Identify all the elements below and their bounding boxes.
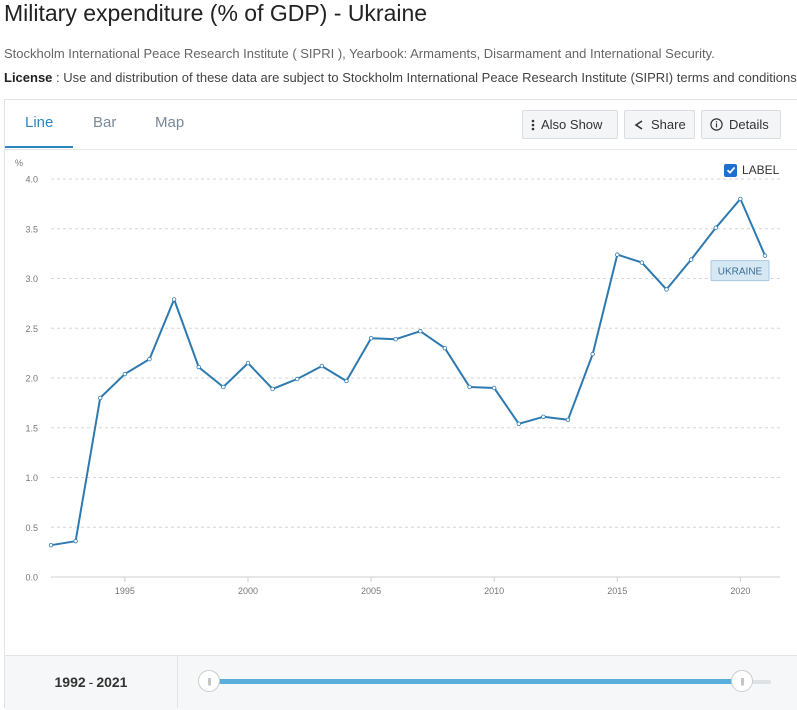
series-line [50, 197, 766, 547]
license-label: License [4, 70, 53, 85]
y-tick-label: 0.5 [25, 523, 38, 533]
active-tab-indicator [5, 146, 73, 148]
details-button[interactable]: Details [701, 110, 781, 139]
details-label: Details [729, 117, 769, 132]
y-tick-label: 3.0 [25, 274, 38, 284]
chart-card: Line Bar Map Also Show Share Details LAB… [4, 99, 797, 710]
series-end-label-box [710, 260, 770, 282]
range-label: 1992 - 2021 [5, 656, 178, 708]
share-button[interactable]: Share [624, 110, 695, 139]
data-point [762, 253, 768, 258]
page-title: Military expenditure (% of GDP) - Ukrain… [4, 0, 428, 26]
tab-line[interactable]: Line [25, 114, 54, 131]
data-point [491, 385, 497, 391]
data-point [393, 336, 398, 342]
y-axis-label: % [15, 158, 23, 168]
series-end-label: UKRAINE [718, 267, 763, 278]
data-point [516, 421, 521, 426]
data-point [98, 395, 103, 401]
data-point [639, 260, 645, 265]
y-tick-label: 1.0 [25, 473, 38, 483]
x-tick-label: 2000 [238, 586, 258, 596]
y-tick-label: 3.5 [25, 224, 38, 234]
data-point [615, 252, 620, 257]
x-tick-label: 2020 [730, 586, 750, 596]
range-start: 1992 [54, 674, 86, 690]
x-tick-label: 2010 [484, 586, 504, 596]
data-point [221, 384, 226, 390]
time-range-bar: 1992 - 2021 ||| ||| [5, 655, 797, 710]
data-point [344, 378, 349, 384]
x-tick-label: 1995 [115, 586, 135, 596]
x-tick-label: 2015 [607, 586, 627, 596]
label-toggle-text: LABEL [742, 163, 780, 177]
data-point [738, 196, 743, 202]
y-tick-label: 4.0 [25, 175, 38, 185]
label-toggle[interactable]: LABEL [724, 163, 779, 177]
x-tick-label: 2005 [361, 586, 381, 596]
slider-handle-end[interactable]: ||| [731, 670, 753, 692]
data-point [590, 351, 595, 357]
data-point [147, 356, 152, 362]
checkbox-checked-icon[interactable] [724, 163, 737, 177]
data-point [48, 542, 54, 548]
data-point [418, 329, 423, 334]
y-tick-label: 2.5 [25, 324, 38, 334]
info-icon [710, 118, 723, 131]
slider-selected-range [212, 679, 742, 684]
range-separator: - [88, 674, 94, 690]
y-tick-label: 1.5 [25, 423, 38, 433]
license-text: License : Use and distribution of these … [4, 70, 797, 85]
data-point [467, 384, 472, 390]
license-body: : Use and distribution of these data are… [52, 70, 797, 85]
data-point [713, 225, 718, 230]
data-point [73, 538, 78, 544]
data-point [664, 287, 669, 292]
tab-bar: Line Bar Map Also Show Share Details [5, 100, 797, 150]
range-end: 2021 [96, 674, 128, 690]
share-icon [633, 119, 645, 131]
data-point [122, 371, 128, 377]
data-point [295, 376, 300, 382]
data-point [541, 414, 546, 420]
data-point [319, 363, 325, 369]
slider-handle-start[interactable]: ||| [198, 670, 220, 692]
also-show-label: Also Show [541, 117, 603, 132]
data-point [688, 257, 694, 262]
more-vertical-icon [531, 119, 535, 131]
tab-map[interactable]: Map [155, 114, 185, 131]
data-point [270, 386, 275, 392]
data-point [245, 360, 251, 366]
tab-bar-chart[interactable]: Bar [93, 114, 117, 131]
data-point [565, 417, 571, 422]
y-tick-label: 0.0 [25, 573, 38, 583]
line-chart: 0.0 0.5 1.0 1.5 2.0 2.5 3.0 3.5 4.0% 1995 2000 2005… [15, 158, 780, 596]
data-point [368, 335, 374, 341]
source-text: Stockholm International Peace Research I… [4, 46, 715, 61]
data-point [171, 297, 177, 302]
share-label: Share [651, 117, 686, 132]
y-tick-label: 2.0 [25, 374, 38, 384]
data-point [442, 345, 448, 351]
also-show-button[interactable]: Also Show [522, 110, 618, 139]
data-point [196, 364, 201, 370]
